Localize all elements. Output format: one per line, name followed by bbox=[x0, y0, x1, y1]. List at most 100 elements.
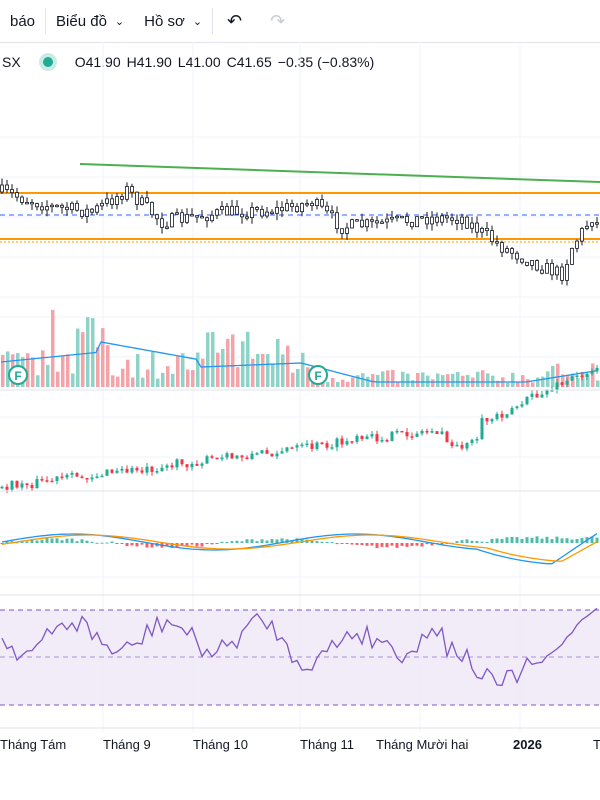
event-marker-label: F bbox=[314, 369, 321, 383]
comparison-candle bbox=[225, 451, 229, 460]
volume-bar bbox=[36, 375, 40, 387]
comparison-candle bbox=[560, 381, 564, 387]
chevron-down-icon: ⌄ bbox=[114, 15, 125, 28]
candle bbox=[460, 213, 464, 231]
volume-bar bbox=[61, 355, 65, 387]
macd-bar bbox=[555, 536, 559, 543]
comparison-candle bbox=[15, 480, 19, 489]
volume-bar bbox=[136, 353, 140, 387]
candle bbox=[40, 201, 44, 215]
volume-bar bbox=[326, 382, 330, 387]
macd-bar bbox=[340, 543, 344, 544]
candle bbox=[165, 221, 169, 230]
comparison-candle bbox=[85, 477, 89, 483]
comparison-candle bbox=[315, 440, 319, 451]
candle bbox=[285, 198, 289, 212]
symbol-label[interactable]: SX bbox=[2, 54, 21, 70]
volume-pane[interactable]: F F bbox=[0, 309, 600, 387]
volume-bar bbox=[426, 375, 430, 387]
trend-line[interactable] bbox=[79, 163, 600, 183]
candle bbox=[275, 200, 279, 221]
price-pane[interactable] bbox=[0, 163, 600, 286]
candle bbox=[205, 216, 209, 228]
comparison-candle bbox=[260, 450, 264, 455]
rsi-pane[interactable] bbox=[0, 607, 600, 706]
comparison-candle bbox=[345, 438, 349, 446]
candle bbox=[65, 202, 69, 216]
comparison-candle bbox=[440, 427, 444, 435]
comparison-candle bbox=[175, 458, 179, 471]
macd-bar bbox=[455, 541, 459, 543]
candle bbox=[250, 202, 254, 224]
candle bbox=[425, 211, 429, 230]
comparison-candle bbox=[405, 428, 409, 440]
volume-bar bbox=[401, 371, 405, 387]
comparison-candle bbox=[230, 452, 234, 459]
volume-bar bbox=[541, 376, 545, 387]
chart-area[interactable]: F F bbox=[0, 42, 600, 762]
macd-bar bbox=[265, 540, 269, 543]
macd-bar bbox=[535, 536, 539, 543]
undo-icon[interactable]: ↶ bbox=[227, 10, 243, 31]
volume-bar bbox=[526, 379, 530, 387]
event-marker[interactable]: F bbox=[8, 365, 28, 385]
candle bbox=[30, 199, 34, 211]
volume-bar bbox=[121, 368, 125, 387]
macd-bar bbox=[35, 540, 39, 543]
macd-bar bbox=[70, 538, 74, 543]
candle bbox=[255, 205, 259, 213]
volume-bar bbox=[96, 347, 100, 387]
event-marker[interactable]: F bbox=[308, 365, 328, 385]
macd-pane[interactable] bbox=[0, 533, 599, 565]
macd-bar bbox=[400, 543, 404, 546]
redo-icon[interactable]: ↷ bbox=[270, 10, 286, 31]
comparison-candle bbox=[45, 476, 49, 483]
comparison-candle bbox=[475, 436, 479, 444]
volume-bar bbox=[146, 369, 150, 387]
volume-bar bbox=[576, 378, 580, 387]
candle bbox=[390, 210, 394, 223]
comparison-candle bbox=[540, 391, 544, 398]
rsi-line bbox=[1, 607, 598, 687]
volume-bar bbox=[246, 331, 250, 387]
comparison-candle bbox=[535, 390, 539, 398]
comparison-pane[interactable] bbox=[0, 365, 599, 493]
candle bbox=[545, 258, 549, 274]
candle bbox=[300, 202, 304, 217]
comparison-candle bbox=[110, 469, 114, 474]
comparison-candle bbox=[50, 478, 54, 483]
macd-bar bbox=[245, 539, 249, 543]
macd-bar bbox=[475, 540, 479, 543]
toolbar-divider bbox=[45, 8, 47, 34]
volume-bar bbox=[376, 374, 380, 387]
comparison-candle bbox=[310, 439, 314, 452]
macd-bar bbox=[565, 538, 569, 543]
candle bbox=[85, 204, 89, 223]
comparison-candle bbox=[190, 461, 194, 471]
comparison-candle bbox=[525, 396, 529, 406]
volume-bar bbox=[251, 358, 255, 387]
macd-bar bbox=[560, 538, 564, 543]
profile-menu-button[interactable]: Hồ sơ ⌄ bbox=[134, 0, 212, 42]
macd-bar bbox=[45, 538, 49, 543]
candle bbox=[525, 261, 529, 267]
chart-menu-button[interactable]: Biểu đồ ⌄ bbox=[46, 0, 134, 42]
macd-bar bbox=[570, 539, 574, 543]
comparison-candle bbox=[120, 465, 124, 474]
candle bbox=[580, 226, 584, 246]
candle bbox=[535, 259, 539, 272]
candle bbox=[430, 211, 434, 231]
volume-bar bbox=[156, 378, 160, 387]
candle bbox=[235, 200, 239, 215]
macd-bar bbox=[125, 543, 129, 547]
volume-bar bbox=[281, 354, 285, 387]
comparison-candle bbox=[280, 447, 284, 454]
comparison-candle bbox=[510, 405, 514, 415]
toolbar-item-report[interactable]: báo bbox=[0, 0, 45, 42]
volume-bar bbox=[216, 352, 220, 387]
comparison-candle bbox=[515, 405, 519, 410]
comparison-candle bbox=[505, 414, 509, 419]
volume-bar bbox=[241, 341, 245, 387]
comparison-candle bbox=[130, 465, 134, 475]
comparison-candle bbox=[180, 459, 184, 467]
